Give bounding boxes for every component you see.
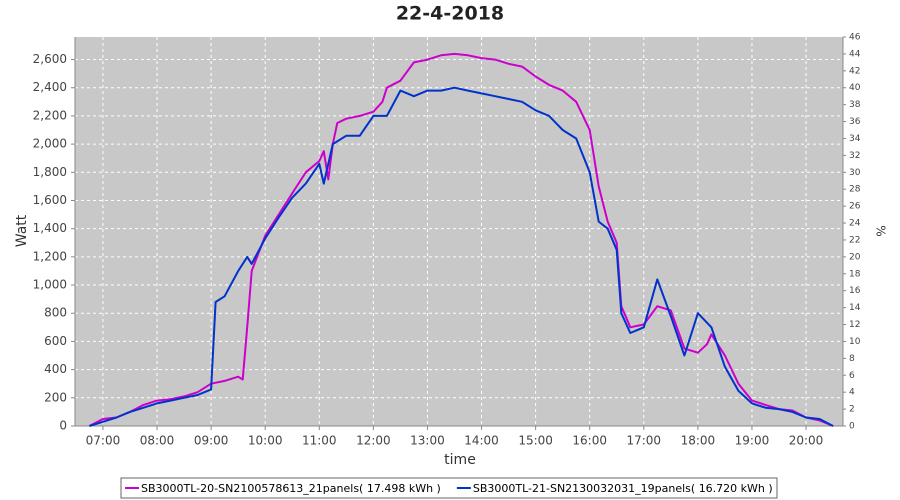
x-tick-label: 11:00 (302, 434, 337, 448)
x-tick-label: 13:00 (410, 434, 445, 448)
x-tick-label: 12:00 (356, 434, 391, 448)
x-tick-label: 14:00 (464, 434, 499, 448)
y-tick-label: 400 (44, 362, 67, 376)
y2-tick-label: 42 (849, 66, 860, 76)
x-tick-label: 20:00 (789, 434, 824, 448)
x-axis-label: time (444, 452, 476, 468)
y-tick-label: 2,200 (33, 108, 67, 122)
y2-tick-label: 6 (849, 371, 855, 381)
x-tick-label: 15:00 (518, 434, 553, 448)
y2-tick-label: 46 (849, 33, 861, 43)
y2-tick-label: 40 (849, 83, 861, 93)
x-tick-label: 07:00 (86, 434, 121, 448)
series-line (88, 52, 834, 427)
y-tick-label: 1,400 (33, 221, 67, 235)
y-tick-label: 0 (59, 419, 67, 433)
y2-axis-label: % (874, 225, 888, 236)
x-tick-label: 17:00 (626, 434, 661, 448)
y-axis-label: Watt (14, 214, 30, 247)
y2-tick-label: 32 (849, 151, 860, 161)
y-tick-label: 1,600 (33, 193, 67, 207)
x-tick-label: 08:00 (140, 434, 175, 448)
y2-tick-label: 36 (849, 117, 861, 127)
y2-tick-label: 0 (849, 422, 855, 432)
y2-tick-label: 28 (849, 185, 861, 195)
y2-tick-label: 14 (849, 303, 861, 313)
y-tick-label: 1,800 (33, 165, 67, 179)
y2-tick-label: 4 (849, 388, 855, 398)
x-tick-label: 09:00 (194, 434, 229, 448)
legend-label: SB3000TL-21-SN2130032031_19panels( 16.72… (473, 482, 773, 495)
y-tick-label: 1,000 (33, 278, 67, 292)
y2-tick-label: 20 (849, 252, 861, 262)
y-tick-label: 200 (44, 390, 67, 404)
y2-tick-label: 18 (849, 269, 861, 279)
y-tick-label: 2,000 (33, 137, 67, 151)
y-tick-label: 2,600 (33, 52, 67, 66)
y-tick-label: 600 (44, 334, 67, 348)
y2-tick-label: 10 (849, 337, 861, 347)
y2-tick-label: 2 (849, 405, 855, 415)
y2-tick-label: 26 (849, 202, 861, 212)
y-tick-label: 2,400 (33, 80, 67, 94)
y-tick-label: 800 (44, 306, 67, 320)
legend (120, 477, 778, 499)
x-tick-label: 18:00 (681, 434, 716, 448)
x-tick-label: 10:00 (248, 434, 283, 448)
series-line (89, 86, 834, 427)
y2-tick-label: 22 (849, 235, 860, 245)
y2-tick-label: 30 (849, 168, 861, 178)
x-tick-label: 16:00 (572, 434, 607, 448)
y2-tick-label: 44 (849, 49, 861, 59)
legend-label: SB3000TL-20-SN2100578613_21panels( 17.49… (141, 482, 441, 495)
y2-tick-label: 38 (849, 100, 861, 110)
y2-tick-label: 34 (849, 134, 861, 144)
y-tick-label: 1,200 (33, 249, 67, 263)
x-tick-label: 19:00 (735, 434, 770, 448)
y2-tick-label: 16 (849, 286, 861, 296)
y2-tick-label: 24 (849, 219, 861, 229)
y2-tick-label: 12 (849, 320, 860, 330)
chart-title: 22-4-2018 (396, 3, 504, 25)
y2-tick-label: 8 (849, 354, 855, 364)
plot-area (75, 37, 843, 426)
